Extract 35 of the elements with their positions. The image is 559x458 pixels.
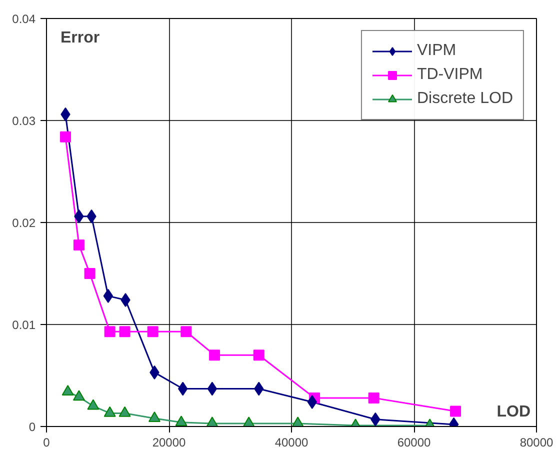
x-axis-title: LOD [496,404,531,420]
point [180,326,192,338]
legend-label: VIPM [416,42,456,60]
y-tick-label: 0 [28,420,36,434]
point [253,350,264,361]
point [104,326,116,338]
point [209,350,220,361]
x-tick-label: 40000 [274,436,309,450]
y-axis-title: Error [60,30,100,46]
point [87,399,100,410]
x-tick-label: 0 [43,436,50,450]
x-tick-label: 20000 [152,436,186,450]
point [60,131,71,142]
point [84,268,96,279]
point [175,416,188,426]
y-tick-label: 0.04 [12,12,36,26]
x-tick-label: 60000 [397,436,432,450]
point [103,288,114,303]
legend-label: TD-VIPM [416,66,483,84]
point [148,411,160,422]
legend-label: Discrete LOD [416,90,513,108]
point [147,326,158,338]
point [368,392,380,404]
point [73,239,84,250]
point [118,406,131,417]
point [207,382,218,396]
y-tick-label: 0.01 [12,318,36,332]
point [72,390,85,401]
y-tick-label: 0.03 [12,114,36,128]
point [104,406,116,417]
y-tick-label: 0.02 [12,216,36,230]
point [450,406,462,417]
point [62,384,74,396]
x-tick-label: 80000 [520,436,554,450]
point [119,326,130,338]
